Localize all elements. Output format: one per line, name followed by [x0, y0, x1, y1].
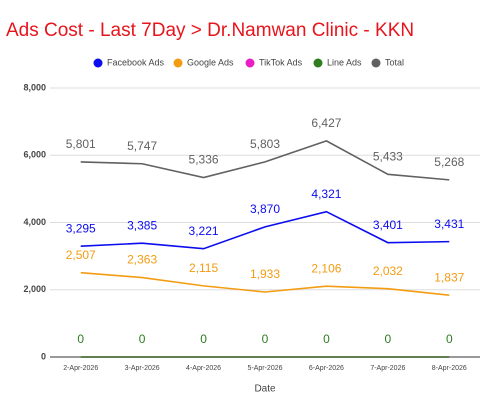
data-label: 3,385 — [127, 218, 157, 232]
y-tick-label: 6,000 — [23, 150, 46, 160]
data-label: 3,431 — [434, 217, 464, 231]
data-label: 3,295 — [66, 221, 96, 235]
data-label: 5,268 — [434, 155, 464, 169]
y-tick-label: 2,000 — [23, 284, 46, 294]
legend-label: Facebook Ads — [107, 57, 165, 67]
x-tick-label: 2-Apr-2026 — [63, 365, 98, 372]
data-label: 6,427 — [311, 116, 341, 130]
x-tick-label: 7-Apr-2026 — [370, 365, 405, 372]
data-label: 5,803 — [250, 137, 280, 151]
data-label: 5,336 — [189, 153, 219, 167]
x-axis-title: Date — [254, 384, 276, 395]
data-label: 5,433 — [373, 149, 403, 163]
series-line — [80, 271, 450, 297]
legend-swatch — [93, 58, 103, 68]
legend-label: Total — [385, 57, 404, 67]
y-tick-label: 8,000 — [23, 82, 46, 92]
data-label: 1,933 — [250, 267, 280, 281]
data-label: 3,401 — [373, 218, 403, 232]
data-label: 3,870 — [250, 202, 280, 216]
series-line — [80, 140, 450, 181]
legend-label: Line Ads — [327, 57, 362, 67]
legend-swatch — [245, 58, 255, 68]
data-label: 5,801 — [66, 137, 96, 151]
data-label: 3,221 — [189, 224, 219, 238]
data-label: 5,747 — [127, 139, 157, 153]
data-label: 2,115 — [189, 261, 218, 275]
data-label: 1,837 — [434, 270, 464, 284]
data-label: 0 — [323, 332, 330, 346]
legend-swatch — [371, 58, 381, 68]
x-tick-label: 5-Apr-2026 — [247, 365, 282, 372]
y-tick-label: 0 — [41, 351, 46, 361]
data-label: 2,032 — [373, 264, 403, 278]
data-label: 4,321 — [311, 187, 341, 201]
data-label: 2,363 — [127, 253, 157, 267]
x-tick-label: 3-Apr-2026 — [125, 365, 160, 372]
data-label: 0 — [139, 332, 146, 346]
y-tick-label: 4,000 — [23, 217, 46, 227]
x-tick-label: 6-Apr-2026 — [309, 365, 344, 372]
data-label: 2,507 — [66, 248, 96, 262]
chart-title: Ads Cost - Last 7Day > Dr.Namwan Clinic … — [6, 20, 414, 41]
data-label: 0 — [262, 332, 269, 346]
data-label: 0 — [200, 332, 207, 346]
legend-label: Google Ads — [187, 57, 234, 67]
legend-swatch — [173, 58, 183, 68]
legend-swatch — [313, 58, 323, 68]
data-label: 0 — [385, 332, 392, 346]
data-label: 0 — [77, 332, 84, 346]
series-line — [80, 210, 450, 250]
data-label: 2,106 — [311, 261, 341, 275]
data-label: 0 — [446, 332, 453, 346]
x-tick-label: 8-Apr-2026 — [432, 365, 467, 372]
legend-label: TikTok Ads — [259, 57, 303, 67]
x-tick-label: 4-Apr-2026 — [186, 365, 221, 372]
